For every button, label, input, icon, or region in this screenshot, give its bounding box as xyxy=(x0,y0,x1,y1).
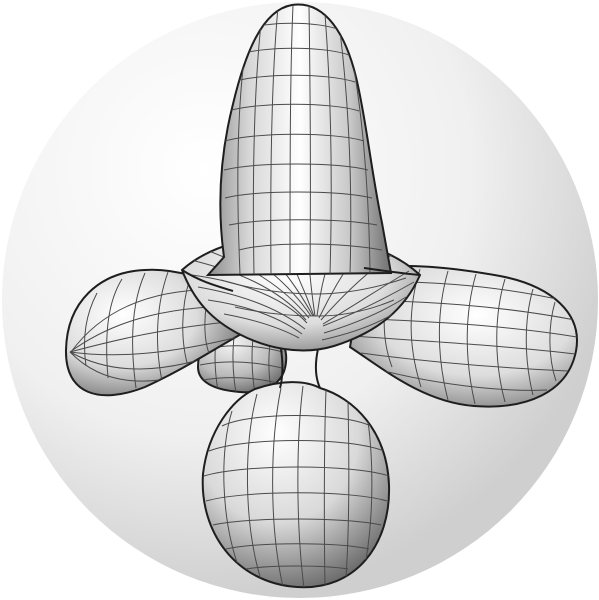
top-lobe xyxy=(205,3,393,277)
bottom-lobe xyxy=(201,381,391,589)
neck-connections xyxy=(181,267,421,389)
